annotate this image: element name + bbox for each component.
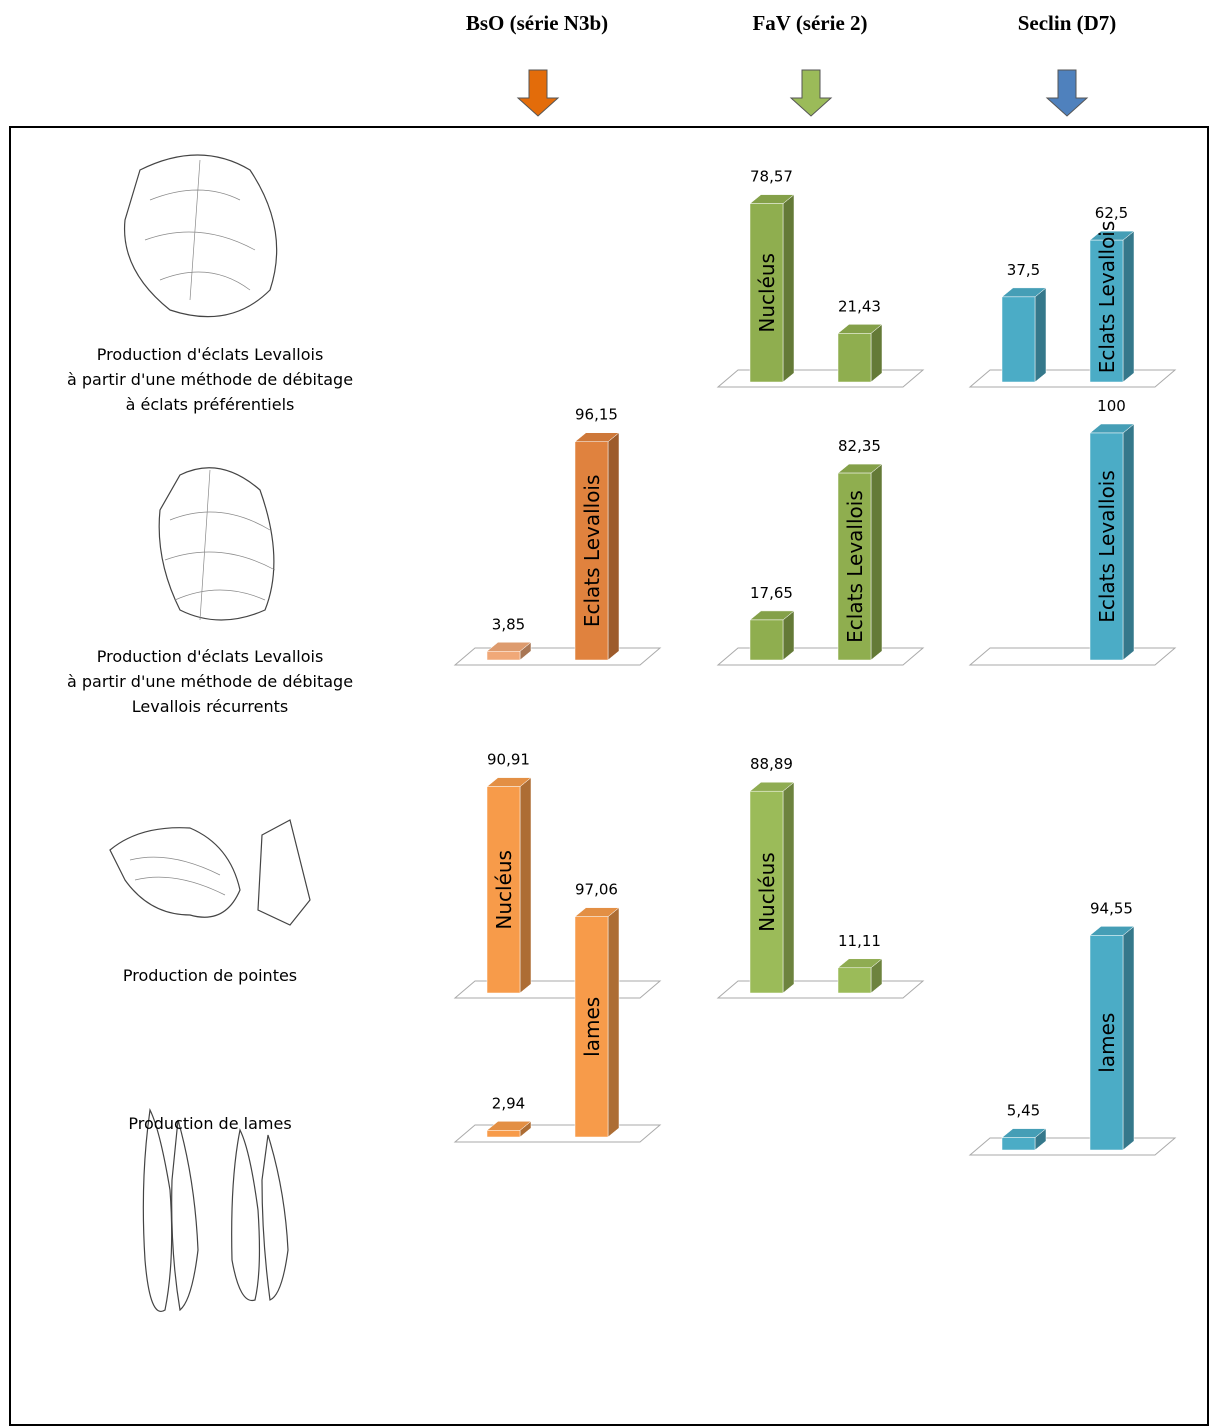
bar-side bbox=[782, 781, 795, 994]
bar bbox=[749, 619, 784, 661]
bar bbox=[837, 967, 872, 994]
value-label: 5,45 bbox=[1007, 1102, 1040, 1120]
value-label: 97,06 bbox=[575, 881, 618, 899]
row-label: à partir d'une méthode de débitage bbox=[67, 370, 353, 389]
arrow bbox=[516, 69, 560, 117]
value-label: 2,94 bbox=[492, 1094, 525, 1112]
value-label: 3,85 bbox=[492, 615, 525, 633]
floor bbox=[968, 369, 1177, 388]
bar-label: lames bbox=[1095, 1013, 1119, 1073]
bar bbox=[486, 786, 521, 994]
bar-side bbox=[1034, 287, 1047, 383]
floor bbox=[968, 1137, 1177, 1156]
bar bbox=[486, 651, 521, 661]
bar bbox=[749, 203, 784, 383]
value-label: 94,55 bbox=[1090, 899, 1133, 917]
header: Seclin (D7) bbox=[1018, 11, 1117, 35]
value-label: 11,11 bbox=[838, 932, 881, 950]
bar bbox=[749, 790, 784, 994]
floor bbox=[453, 1124, 662, 1143]
bar-side bbox=[782, 194, 795, 383]
bar bbox=[574, 916, 609, 1138]
bar-side bbox=[1122, 925, 1135, 1151]
bar bbox=[1001, 296, 1036, 383]
value-label: 62,5 bbox=[1095, 204, 1128, 222]
floor bbox=[716, 369, 925, 388]
bar-label: Eclats Levallois bbox=[843, 490, 867, 643]
bar-side bbox=[607, 907, 620, 1138]
header: FaV (série 2) bbox=[752, 11, 867, 35]
bar-label: Nucléus bbox=[755, 852, 779, 932]
row-label: à éclats préférentiels bbox=[126, 395, 295, 414]
floor bbox=[716, 647, 925, 666]
value-label: 17,65 bbox=[750, 584, 793, 602]
value-label: 96,15 bbox=[575, 406, 618, 424]
row-label: Production de pointes bbox=[123, 966, 297, 985]
frame bbox=[9, 126, 1209, 1426]
bar-label: Eclats Levallois bbox=[1095, 221, 1119, 374]
header: BsO (série N3b) bbox=[466, 11, 608, 35]
bar bbox=[1089, 239, 1124, 383]
bar-label: Eclats Levallois bbox=[580, 475, 604, 628]
row-label: à partir d'une méthode de débitage bbox=[67, 672, 353, 691]
bar-label: Nucléus bbox=[755, 253, 779, 333]
value-label: 100 bbox=[1097, 397, 1126, 415]
arrow bbox=[1045, 69, 1089, 117]
row-label: Production d'éclats Levallois bbox=[97, 345, 324, 364]
bar-side bbox=[1122, 230, 1135, 383]
value-label: 88,89 bbox=[750, 755, 793, 773]
bar bbox=[1089, 935, 1124, 1151]
arrow bbox=[789, 69, 833, 117]
bar bbox=[486, 1130, 521, 1138]
floor bbox=[968, 647, 1177, 666]
bar bbox=[837, 333, 872, 383]
floor bbox=[716, 980, 925, 999]
bar-side bbox=[1122, 423, 1135, 661]
bar-side bbox=[519, 777, 532, 994]
bar-side bbox=[870, 323, 883, 383]
tool-illustration bbox=[109, 154, 311, 1312]
bar-label: Eclats Levallois bbox=[1095, 470, 1119, 623]
floor bbox=[453, 980, 662, 999]
bar-label: Nucléus bbox=[492, 850, 516, 930]
bar bbox=[1089, 432, 1124, 661]
value-label: 82,35 bbox=[838, 437, 881, 455]
value-label: 37,5 bbox=[1007, 261, 1040, 279]
value-label: 21,43 bbox=[838, 297, 881, 315]
bar bbox=[837, 472, 872, 661]
bar bbox=[1001, 1137, 1036, 1151]
row-label: Production d'éclats Levallois bbox=[97, 647, 324, 666]
value-label: 78,57 bbox=[750, 168, 793, 186]
value-label: 90,91 bbox=[487, 751, 530, 769]
bar-label: lames bbox=[580, 997, 604, 1057]
bar-side bbox=[870, 463, 883, 661]
row-label: Production de lames bbox=[128, 1114, 291, 1133]
bar bbox=[574, 441, 609, 661]
bar-side bbox=[607, 432, 620, 661]
floor bbox=[453, 647, 662, 666]
row-label: Levallois récurrents bbox=[132, 697, 288, 716]
